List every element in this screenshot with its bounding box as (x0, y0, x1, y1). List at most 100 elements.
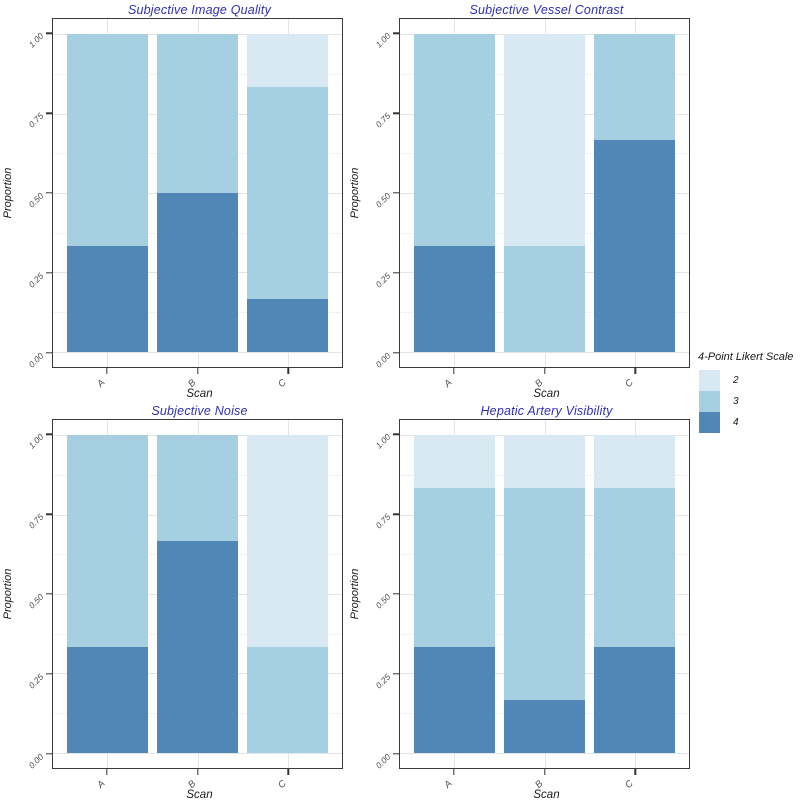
bar-segment-2 (247, 34, 329, 88)
bar-segment-3 (594, 34, 676, 140)
y-tick-label: 0.75 (27, 110, 46, 130)
bar-segment-4 (594, 647, 676, 753)
plot-area (400, 435, 689, 753)
bar-B (503, 435, 585, 753)
chart-body: Proportion 1.00 0.75 0.50 0.25 0.00 (347, 18, 694, 370)
y-tick-label: 0.25 (27, 270, 46, 290)
bar-segment-4 (66, 647, 148, 753)
chart-title: Subjective Vessel Contrast (469, 3, 624, 17)
chart-subjective-image-quality: Subjective Image Quality Proportion 1.00… (0, 0, 347, 401)
x-tick-mark (105, 368, 108, 374)
bar-C (594, 435, 676, 753)
y-tick-label: 0.00 (374, 751, 393, 771)
x-tick-label: A (441, 778, 454, 791)
y-tick-mark (393, 192, 399, 194)
chart-title: Subjective Noise (151, 404, 248, 418)
plot-area (53, 34, 342, 352)
bar-segment-3 (156, 435, 238, 541)
y-axis-title: Proportion (349, 568, 361, 620)
x-axis-title: Scan (533, 789, 560, 802)
bar-segment-2 (594, 435, 676, 489)
x-tick-label: B (185, 778, 198, 791)
charts-grid: Subjective Image Quality Proportion 1.00… (0, 0, 694, 802)
x-axis-ticks: A B C (399, 769, 690, 791)
bar-segment-4 (413, 647, 495, 753)
y-tick-mark (46, 513, 52, 515)
legend-label: 4 (733, 417, 739, 428)
x-axis-ticks: A B C (52, 368, 343, 390)
y-tick-label: 1.00 (27, 31, 46, 50)
chart-hepatic-artery-visibility: Hepatic Artery Visibility Proportion 1.0… (347, 401, 694, 802)
legend-label: 2 (733, 375, 739, 386)
x-axis-title: Scan (186, 789, 213, 802)
bar-segment-3 (594, 488, 676, 648)
x-tick-label: B (532, 778, 545, 791)
y-tick-label: 0.50 (27, 190, 46, 210)
x-tick-mark (196, 368, 199, 374)
legend-swatch-3 (699, 391, 720, 412)
chart-subjective-vessel-contrast: Subjective Vessel Contrast Proportion 1.… (347, 0, 694, 401)
y-axis-title: Proportion (2, 167, 14, 219)
x-tick-label: C (623, 778, 637, 791)
bar-segment-4 (413, 246, 495, 352)
x-axis-title: Scan (533, 388, 560, 401)
bar-B (503, 34, 585, 352)
bar-segment-3 (503, 246, 585, 352)
y-tick-mark (46, 351, 52, 354)
x-tick-mark (105, 769, 108, 775)
legend-item-3: 3 (699, 391, 799, 412)
x-tick-mark (543, 769, 546, 775)
plot-panel (52, 419, 343, 769)
y-tick-mark (46, 32, 52, 35)
bar-B (156, 435, 238, 753)
x-tick-label: B (532, 377, 545, 390)
y-axis-ticks: 1.00 0.75 0.50 0.25 0.00 (16, 419, 52, 770)
y-tick-label: 0.00 (27, 350, 46, 370)
plot-panel (399, 18, 690, 368)
plot-panel (52, 18, 343, 368)
y-tick-mark (393, 433, 399, 436)
chart-body: Proportion 1.00 0.75 0.50 0.25 0.00 (0, 18, 347, 370)
y-tick-label: 1.00 (374, 31, 393, 50)
y-tick-label: 0.50 (374, 591, 393, 611)
chart-title: Hepatic Artery Visibility (480, 404, 613, 418)
x-tick-mark (634, 368, 637, 374)
bar-segment-4 (503, 699, 585, 753)
bar-A (413, 34, 495, 352)
bar-segment-4 (156, 193, 238, 352)
x-axis-title: Scan (186, 388, 213, 401)
bar-B (156, 34, 238, 352)
chart-subjective-noise: Subjective Noise Proportion 1.00 0.75 0.50… (0, 401, 347, 802)
y-tick-label: 0.75 (27, 511, 46, 531)
y-tick-mark (393, 112, 399, 114)
plot-panel (399, 419, 690, 769)
bar-segment-4 (247, 298, 329, 352)
bar-A (66, 435, 148, 753)
plot-panel-wrap (399, 419, 690, 769)
y-tick-label: 0.00 (374, 350, 393, 370)
y-tick-mark (46, 112, 52, 114)
bar-segment-2 (503, 435, 585, 489)
bar-segment-3 (66, 34, 148, 247)
x-tick-label: A (94, 778, 107, 791)
x-tick-mark (634, 769, 637, 775)
legend-swatch-4 (699, 412, 720, 433)
y-axis-title: Proportion (2, 568, 14, 620)
y-axis-ticks: 1.00 0.75 0.50 0.25 0.00 (363, 419, 399, 771)
y-tick-mark (46, 272, 52, 274)
y-tick-mark (393, 513, 399, 515)
x-tick-label: C (276, 778, 290, 791)
legend-swatch-2 (699, 370, 720, 391)
x-tick-label: A (441, 377, 454, 390)
chart-body: Proportion 1.00 0.75 0.50 0.25 0.00 (0, 419, 347, 770)
bar-segment-3 (156, 34, 238, 193)
x-tick-mark (196, 769, 199, 775)
y-axis-ticks: 1.00 0.75 0.50 0.25 0.00 (363, 18, 399, 370)
y-tick-mark (46, 593, 52, 595)
y-tick-label: 0.75 (374, 110, 393, 130)
y-tick-mark (393, 32, 399, 35)
legend-item-4: 4 (699, 412, 799, 433)
x-tick-mark (287, 368, 290, 374)
y-tick-mark (46, 752, 52, 755)
